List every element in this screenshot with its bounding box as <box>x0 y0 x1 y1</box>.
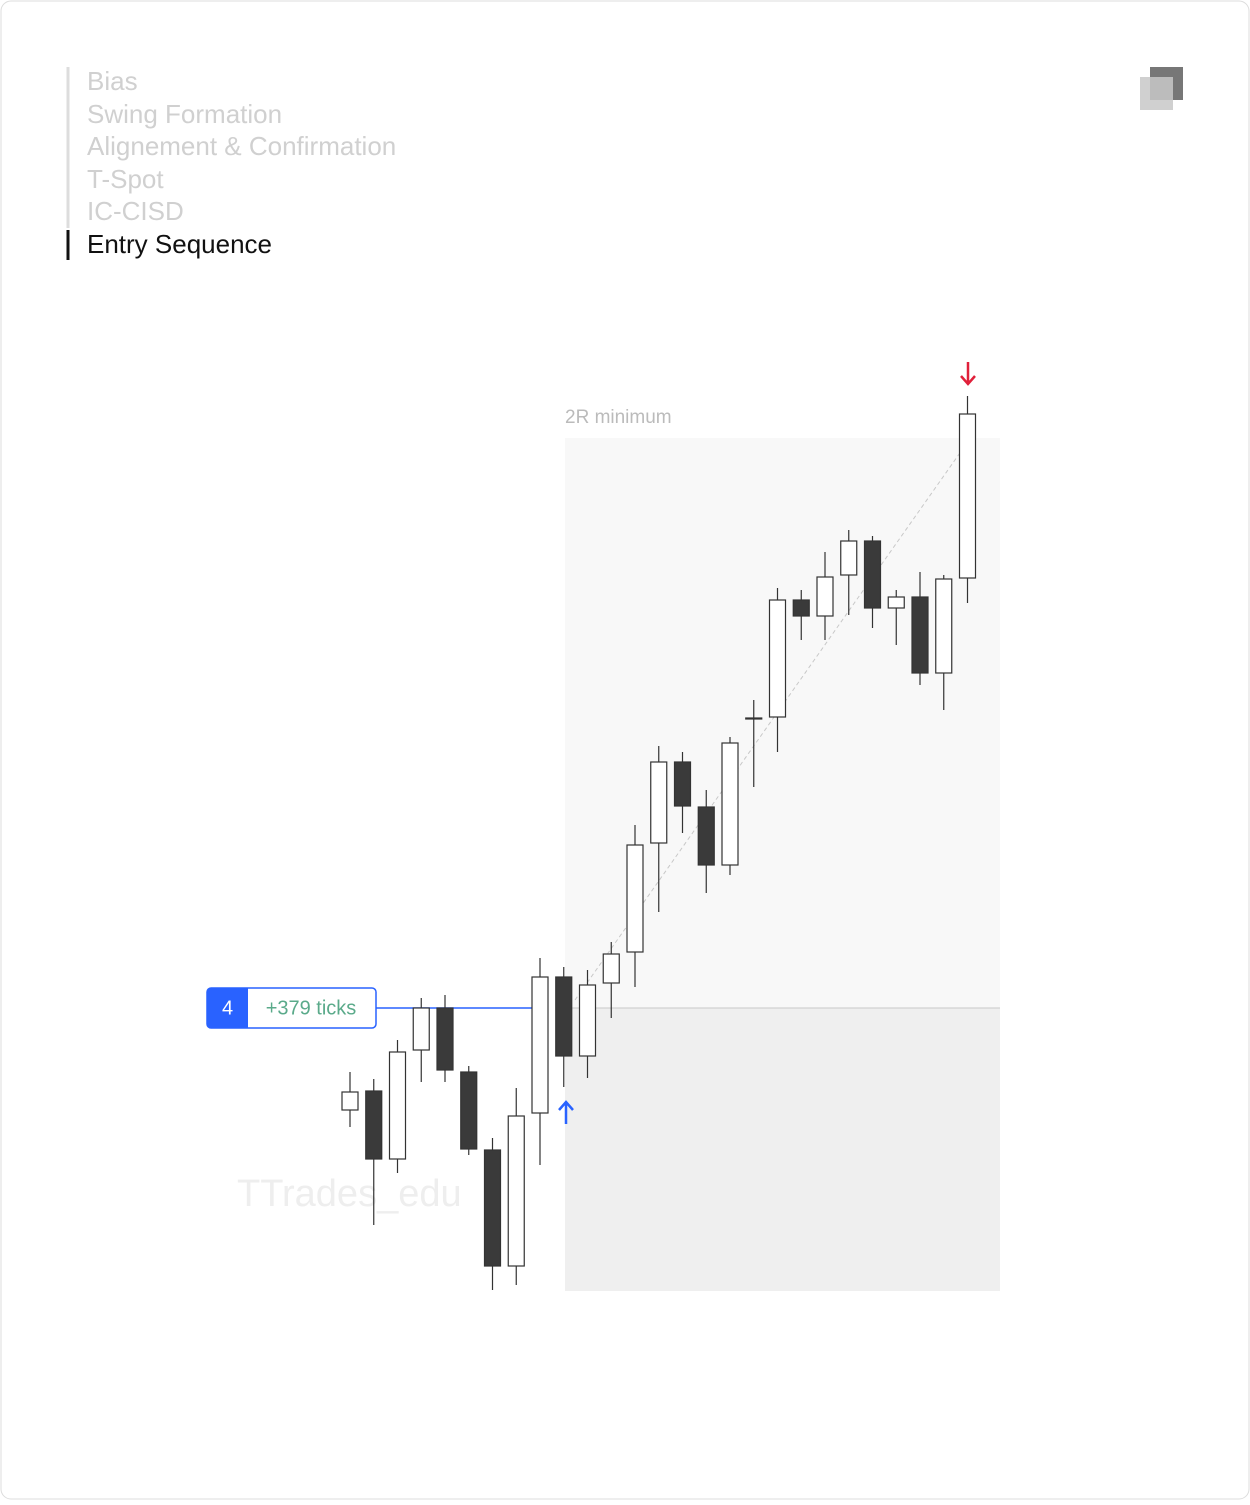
candle-body <box>887 596 905 609</box>
candle-body <box>341 1091 359 1111</box>
nav-item[interactable]: Bias <box>87 66 138 96</box>
candle-body <box>697 806 715 866</box>
candle-body <box>412 1007 430 1051</box>
candle-body <box>507 1115 525 1267</box>
candle-body <box>460 1071 478 1150</box>
exit-arrow <box>960 362 976 386</box>
candle-body <box>721 742 739 866</box>
candle-body <box>935 578 953 674</box>
candle-body <box>650 761 668 844</box>
candle-body <box>531 976 549 1114</box>
nav-item[interactable]: T-Spot <box>87 164 164 194</box>
candle-body <box>578 984 597 1057</box>
logo <box>1140 67 1183 110</box>
candle-body <box>840 540 858 576</box>
candle-body <box>958 413 977 579</box>
candle-body <box>792 599 810 617</box>
annotation: 2R minimum <box>565 407 672 428</box>
candle-body <box>768 599 787 718</box>
logo-square <box>1140 77 1173 110</box>
candle-body <box>365 1090 383 1160</box>
entry-arrow <box>558 1100 574 1124</box>
candle-body <box>555 976 573 1057</box>
candle-body <box>745 717 763 720</box>
candle-body <box>673 761 692 807</box>
nav-item[interactable]: Alignement & Confirmation <box>87 131 396 161</box>
candles <box>341 396 977 1290</box>
watermark: TTrades_edu <box>237 1173 462 1215</box>
trade-badge <box>207 988 248 1028</box>
candle-body <box>602 953 620 984</box>
candle-body <box>863 540 882 609</box>
risk-zone <box>565 1008 1000 1291</box>
candle-body <box>436 1007 454 1071</box>
nav: Bias Swing Formation Alignement & Confir… <box>87 66 396 259</box>
nav-item[interactable]: IC-CISD <box>87 196 184 226</box>
trade-result: +379 ticks <box>266 997 357 1019</box>
candle-body <box>388 1051 407 1160</box>
candle-body <box>911 596 929 674</box>
trade-number: 4 <box>222 997 233 1019</box>
candle-body <box>483 1149 502 1267</box>
nav-item-active[interactable]: Entry Sequence <box>87 229 272 259</box>
nav-item[interactable]: Swing Formation <box>87 99 282 129</box>
candle-body <box>816 576 834 617</box>
candle-body <box>626 844 644 953</box>
